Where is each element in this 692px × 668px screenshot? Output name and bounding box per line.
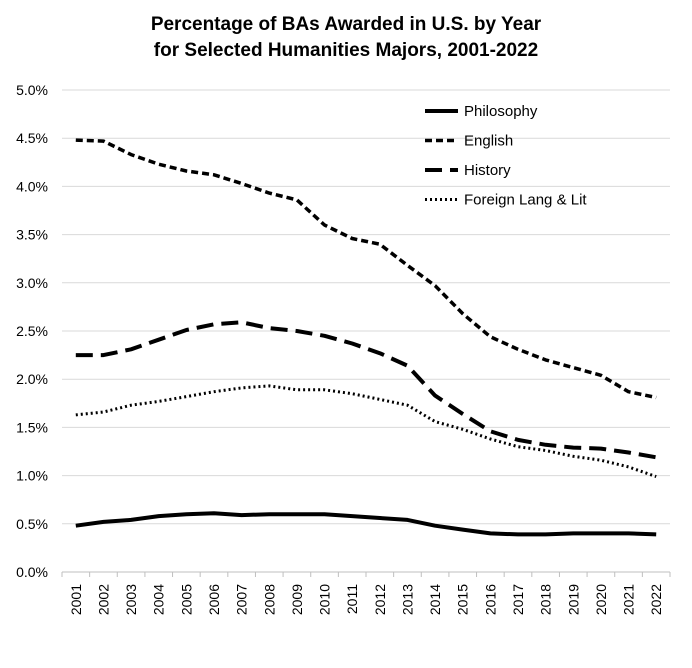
x-tick-label: 2003 [123, 584, 139, 615]
x-tick-label: 2018 [538, 584, 554, 615]
y-tick-label: 1.5% [16, 419, 48, 435]
x-tick-label: 2014 [427, 584, 443, 615]
x-tick-label: 2012 [372, 584, 388, 615]
y-tick-label: 4.0% [16, 178, 48, 194]
x-tick-label: 2010 [317, 584, 333, 615]
x-tick-label: 2019 [565, 584, 581, 615]
y-tick-label: 1.0% [16, 468, 48, 484]
x-tick-label: 2005 [178, 584, 194, 615]
legend-label: Foreign Lang & Lit [464, 192, 587, 209]
x-tick-label: 2021 [621, 584, 637, 615]
y-tick-label: 4.5% [16, 130, 48, 146]
x-tick-label: 2009 [289, 584, 305, 615]
x-tick-label: 2002 [95, 584, 111, 615]
y-tick-label: 3.5% [16, 227, 48, 243]
chart-title-line-1: Percentage of BAs Awarded in U.S. by Yea… [150, 14, 542, 35]
y-tick-label: 2.5% [16, 323, 48, 339]
x-tick-label: 2006 [206, 584, 222, 615]
x-tick-label: 2017 [510, 584, 526, 615]
y-tick-label: 2.0% [16, 371, 48, 387]
x-tick-label: 2020 [593, 584, 609, 615]
y-tick-label: 0.5% [16, 516, 48, 532]
x-tick-label: 2004 [151, 584, 167, 615]
y-tick-label: 3.0% [16, 275, 48, 291]
x-tick-label: 2013 [399, 584, 415, 615]
series-line-philosophy [75, 511, 657, 537]
x-tick-label: 2016 [482, 584, 498, 615]
series-line-history [75, 320, 657, 460]
x-tick-label: 2015 [455, 584, 471, 615]
legend-label: Philosophy [464, 103, 538, 120]
y-tick-label: 5.0% [16, 82, 48, 98]
x-tick-label: 2008 [261, 584, 277, 615]
y-tick-label: 0.0% [16, 564, 48, 580]
series-line-english [75, 138, 657, 400]
x-tick-label: 2001 [68, 584, 84, 615]
series-line-foreign-lang-lit [75, 384, 657, 479]
chart-title: Percentage of BAs Awarded in U.S. by Yea… [0, 12, 692, 64]
chart-title-line-2: for Selected Humanities Majors, 2001-202… [153, 40, 539, 61]
legend-label: English [464, 133, 513, 150]
x-tick-label: 2007 [234, 584, 250, 615]
legend-label: History [464, 162, 511, 179]
x-tick-label: 2022 [648, 584, 664, 615]
x-tick-label: 2011 [344, 584, 360, 614]
